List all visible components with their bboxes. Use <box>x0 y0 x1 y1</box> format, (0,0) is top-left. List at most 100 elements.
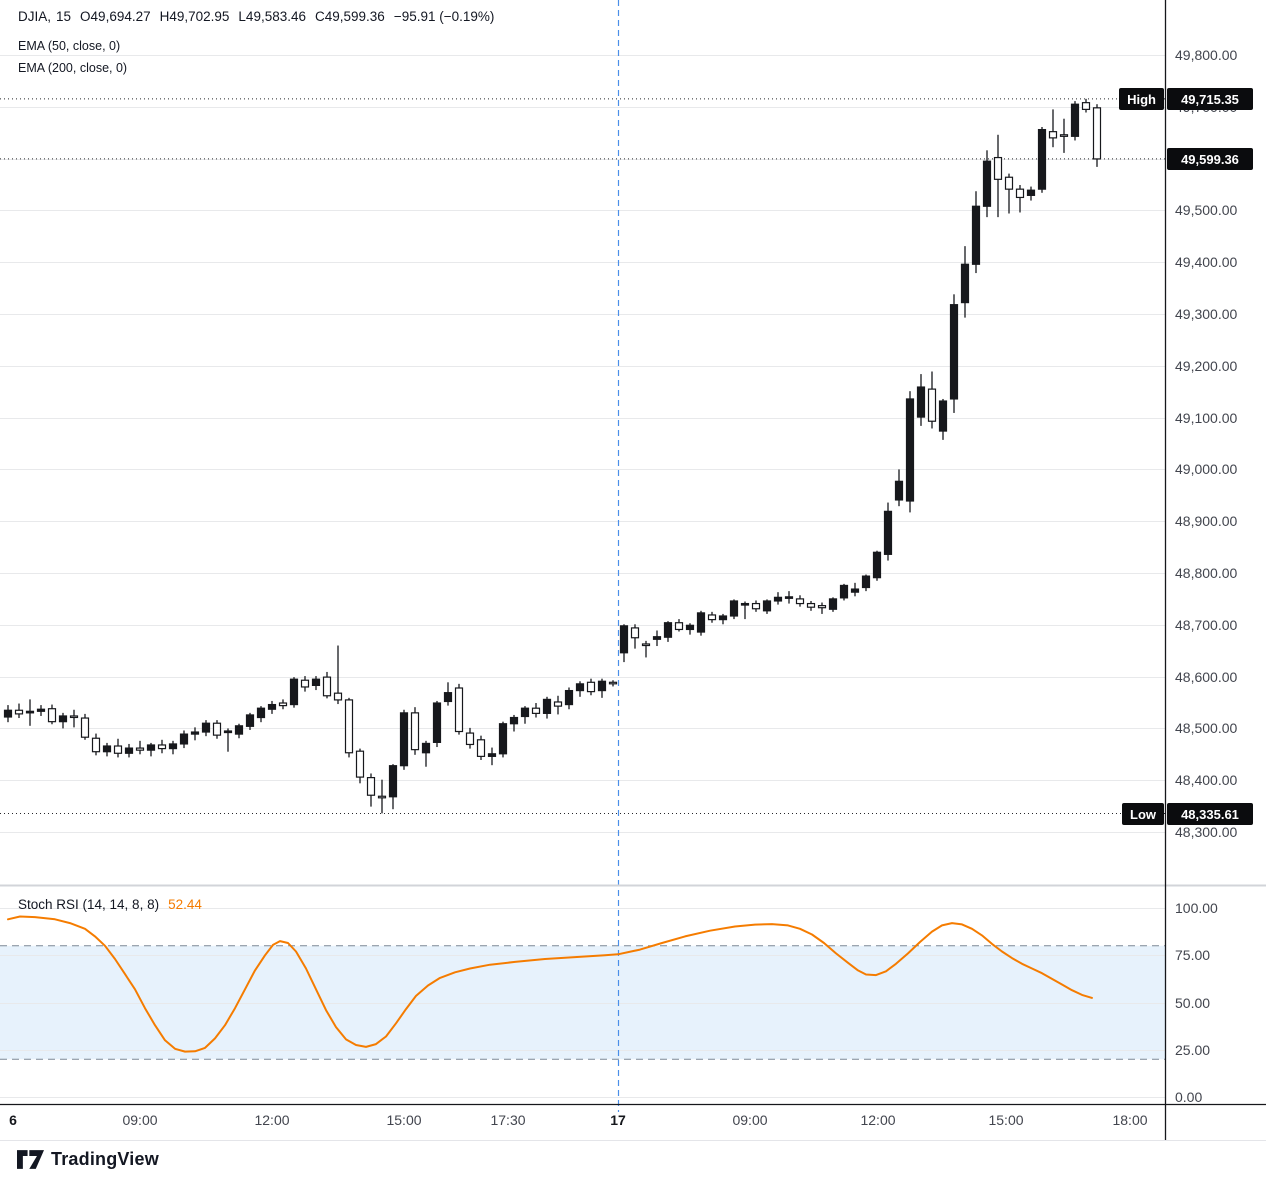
candle[interactable] <box>1015 185 1025 213</box>
candle[interactable] <box>47 704 57 725</box>
candle[interactable] <box>553 695 563 715</box>
candle[interactable] <box>1037 127 1047 193</box>
candle[interactable] <box>663 621 673 642</box>
candle[interactable] <box>1048 109 1058 148</box>
candle[interactable] <box>69 709 79 728</box>
candle[interactable] <box>531 703 541 718</box>
candle[interactable] <box>333 645 343 705</box>
candle[interactable] <box>91 733 101 756</box>
candle[interactable] <box>993 134 1003 218</box>
candle[interactable] <box>839 583 849 601</box>
candle[interactable] <box>927 371 937 429</box>
candle[interactable] <box>432 700 442 748</box>
candle[interactable] <box>630 624 640 649</box>
candle[interactable] <box>498 721 508 758</box>
candle[interactable] <box>982 150 992 218</box>
candle[interactable] <box>410 707 420 755</box>
candle[interactable] <box>58 712 68 729</box>
candle[interactable] <box>245 712 255 730</box>
candle[interactable] <box>795 595 805 607</box>
symbol-legend[interactable]: DJIA, 15 O49,694.27 H49,702.95 L49,583.46 C49… <box>18 9 503 24</box>
candle[interactable] <box>509 714 519 732</box>
candle[interactable] <box>619 624 629 663</box>
candle[interactable] <box>949 294 959 413</box>
candle[interactable] <box>542 696 552 719</box>
candle[interactable] <box>113 738 123 758</box>
candle[interactable] <box>971 191 981 274</box>
candle[interactable] <box>443 682 453 706</box>
candle[interactable] <box>685 623 695 635</box>
candle[interactable] <box>674 619 684 632</box>
stoch-rsi-legend[interactable]: Stoch RSI (14, 14, 8, 8) 52.44 <box>18 897 202 912</box>
candle[interactable] <box>707 611 717 623</box>
candle[interactable] <box>168 740 178 755</box>
candle[interactable] <box>751 600 761 612</box>
candle[interactable] <box>201 720 211 737</box>
ema50-legend[interactable]: EMA (50, close, 0) <box>18 39 121 53</box>
candle[interactable] <box>80 713 90 740</box>
candle[interactable] <box>872 550 882 581</box>
candle[interactable] <box>300 676 310 692</box>
candle[interactable] <box>861 574 871 592</box>
candle[interactable] <box>388 764 398 810</box>
candle[interactable] <box>652 630 662 647</box>
candle[interactable] <box>124 743 134 758</box>
candle[interactable] <box>608 680 618 687</box>
candle[interactable] <box>740 601 750 620</box>
candle[interactable] <box>322 671 332 699</box>
candle[interactable] <box>806 600 816 611</box>
candle[interactable] <box>916 374 926 426</box>
candle[interactable] <box>696 610 706 636</box>
candle[interactable] <box>256 706 266 723</box>
candle[interactable] <box>828 597 838 612</box>
candle[interactable] <box>905 391 915 513</box>
candle[interactable] <box>3 705 13 723</box>
candle[interactable] <box>1092 104 1102 167</box>
candle[interactable] <box>586 678 596 696</box>
candle[interactable] <box>784 591 794 604</box>
candle[interactable] <box>36 705 46 716</box>
candle[interactable] <box>190 727 200 741</box>
candle[interactable] <box>1059 118 1069 153</box>
candle[interactable] <box>25 699 35 726</box>
candle[interactable] <box>894 469 904 507</box>
candle[interactable] <box>520 706 530 724</box>
candle[interactable] <box>454 683 464 735</box>
candle[interactable] <box>817 602 827 614</box>
candle[interactable] <box>1026 186 1036 201</box>
candle[interactable] <box>476 735 486 760</box>
candle[interactable] <box>762 599 772 614</box>
candle[interactable] <box>960 246 970 318</box>
candle[interactable] <box>179 730 189 749</box>
candle[interactable] <box>212 720 222 739</box>
candle[interactable] <box>564 687 574 710</box>
ema200-legend[interactable]: EMA (200, close, 0) <box>18 61 128 75</box>
candle[interactable] <box>234 723 244 739</box>
candle[interactable] <box>157 739 167 754</box>
candle[interactable] <box>135 740 145 755</box>
candle[interactable] <box>1004 173 1014 214</box>
candle[interactable] <box>465 727 475 749</box>
candle[interactable] <box>223 728 233 752</box>
candle[interactable] <box>718 613 728 625</box>
candle[interactable] <box>146 742 156 757</box>
candle[interactable] <box>729 599 739 620</box>
candle[interactable] <box>1070 101 1080 141</box>
candle[interactable] <box>575 681 585 697</box>
candle[interactable] <box>311 676 321 691</box>
candle[interactable] <box>355 748 365 784</box>
candle[interactable] <box>344 697 354 758</box>
candle[interactable] <box>377 779 387 814</box>
candle[interactable] <box>883 502 893 561</box>
candle[interactable] <box>1081 98 1091 113</box>
candle[interactable] <box>267 700 277 714</box>
candle[interactable] <box>773 592 783 605</box>
candle[interactable] <box>641 640 651 658</box>
tradingview-logo[interactable]: TradingView <box>17 1149 159 1170</box>
candle[interactable] <box>487 747 497 766</box>
candle[interactable] <box>399 709 409 770</box>
candle[interactable] <box>14 703 24 719</box>
candle[interactable] <box>366 773 376 807</box>
candle[interactable] <box>597 678 607 698</box>
